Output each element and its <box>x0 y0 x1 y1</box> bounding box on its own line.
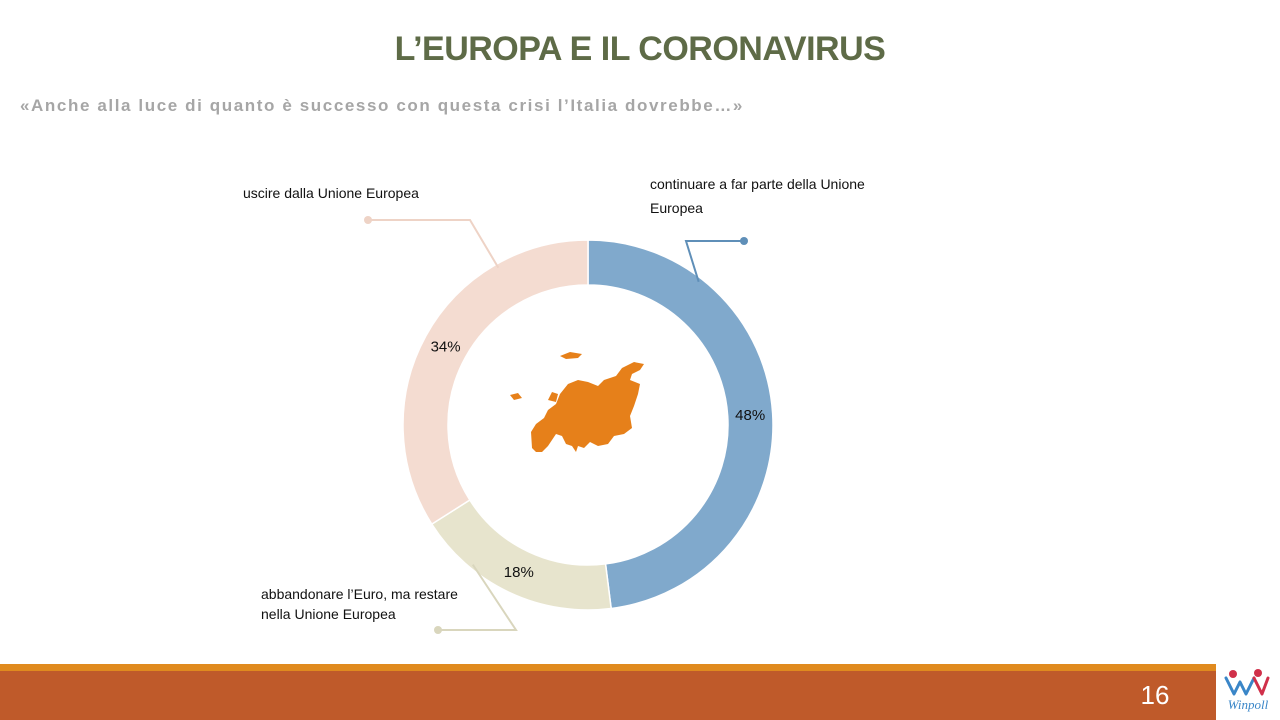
leader-lines <box>364 216 748 634</box>
slide-title: L’EUROPA E IL CORONAVIRUS <box>394 30 886 68</box>
leader-dot-uscire-dalla-unione-europea <box>364 216 372 224</box>
europe-map-icon <box>510 352 644 452</box>
value-label-abbandonare-l-euro-ma-restare-: 18% <box>504 564 534 581</box>
label-uscire-ue: uscire dalla Unione Europea <box>243 185 419 201</box>
page-number: 16 <box>1140 680 1170 710</box>
footer-bar <box>0 671 1216 720</box>
donut-chart: 48% 18% 34% <box>364 216 774 634</box>
value-label-continuare-a-far-parte-della-u: 48% <box>735 407 765 424</box>
label-continuare-ue: continuare a far parte della Unione Euro… <box>650 176 865 216</box>
footer-accent-stripe <box>0 664 1216 671</box>
donut-slice-uscire-dalla-unione-europea <box>402 239 589 526</box>
leader-dot-abbandonare-l-euro-ma-restare- <box>434 626 442 634</box>
logo-text: Winpoll <box>1228 697 1269 712</box>
slide-subtitle: «Anche alla luce di quanto è successo co… <box>20 96 744 115</box>
value-labels: 48% 18% 34% <box>431 339 766 581</box>
donut-slice-continuare-a-far-parte-della-u <box>587 239 774 610</box>
leader-line-uscire-dalla-unione-europea <box>368 219 500 269</box>
leader-line-continuare-a-far-parte-della-u <box>684 240 744 283</box>
label-abbandonare-euro: abbandonare l’Euro, ma restare nella Uni… <box>261 586 458 622</box>
value-label-uscire-dalla-unione-europea: 34% <box>431 339 461 356</box>
leader-line-abbandonare-l-euro-ma-restare- <box>438 564 518 631</box>
winpoll-logo: Winpoll <box>1224 669 1270 712</box>
leader-dot-continuare-a-far-parte-della-u <box>740 237 748 245</box>
donut-slices <box>402 239 774 611</box>
